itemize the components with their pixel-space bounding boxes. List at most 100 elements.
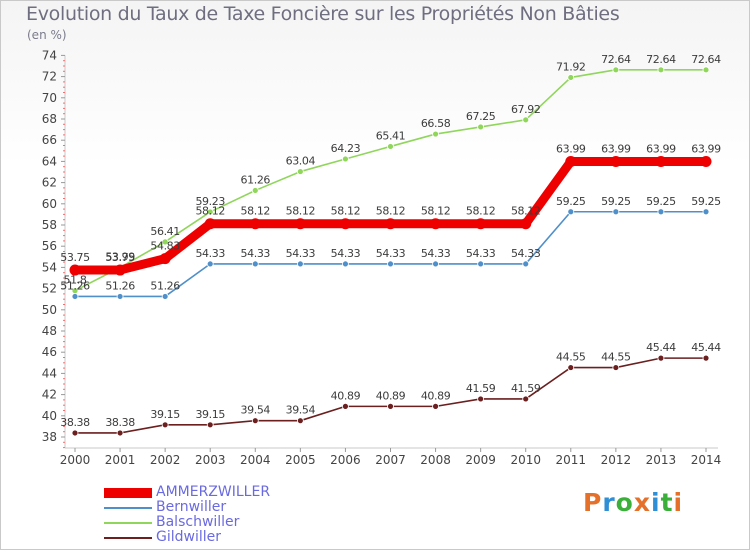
data-point — [700, 156, 712, 168]
data-label: 61.26 — [241, 173, 271, 186]
x-tick-label: 2014 — [691, 453, 722, 467]
legend-label: Gildwiller — [156, 529, 222, 545]
data-label: 59.25 — [691, 195, 721, 208]
x-tick-label: 2005 — [285, 453, 316, 467]
data-label: 44.55 — [556, 351, 586, 364]
y-tick-label: 64 — [42, 154, 57, 168]
x-tick-label: 2003 — [195, 453, 226, 467]
data-label: 54.33 — [511, 247, 541, 260]
data-point — [702, 66, 710, 74]
legend-item: AMMERZWILLER — [104, 484, 324, 500]
data-point — [432, 402, 439, 410]
data-label: 54.33 — [376, 247, 406, 260]
data-label: 71.92 — [556, 60, 586, 73]
data-point — [387, 143, 394, 150]
data-label: 38.38 — [105, 416, 135, 429]
data-point — [161, 293, 169, 300]
data-point — [702, 354, 710, 362]
data-point — [342, 260, 349, 268]
data-label: 54.33 — [286, 247, 316, 260]
data-label: 67.25 — [466, 110, 496, 123]
data-point — [339, 218, 351, 230]
y-tick-label: 50 — [42, 303, 57, 317]
data-label: 45.44 — [691, 341, 721, 354]
data-label: 58.12 — [241, 205, 271, 218]
y-tick-label: 46 — [42, 345, 57, 359]
data-label: 41.59 — [511, 382, 541, 395]
x-tick-label: 2001 — [105, 453, 136, 467]
data-point — [655, 156, 667, 168]
data-point — [432, 260, 439, 268]
y-tick-label: 56 — [42, 239, 57, 253]
data-label: 58.12 — [511, 205, 541, 218]
y-tick-label: 66 — [42, 133, 57, 147]
data-point — [430, 218, 442, 230]
data-point — [159, 253, 171, 265]
y-tick-label: 44 — [42, 366, 57, 380]
x-tick-label: 2000 — [60, 453, 91, 467]
data-point — [387, 402, 394, 410]
data-label: 56.41 — [150, 225, 180, 238]
data-label: 38.38 — [60, 416, 90, 429]
y-tick-label: 60 — [42, 197, 57, 211]
data-label: 63.99 — [646, 143, 676, 156]
y-tick-label: 42 — [42, 388, 57, 402]
data-point — [657, 354, 665, 362]
data-label: 53.75 — [60, 251, 90, 264]
data-point — [567, 208, 575, 216]
data-point — [522, 116, 530, 124]
data-point — [520, 218, 532, 230]
y-tick-label: 70 — [42, 91, 57, 105]
y-tick-label: 72 — [42, 70, 57, 84]
data-label: 59.25 — [556, 195, 586, 208]
data-point — [612, 208, 620, 216]
data-label: 59.25 — [601, 195, 631, 208]
data-label: 39.54 — [241, 404, 271, 417]
data-point — [296, 168, 304, 175]
data-label: 51.26 — [150, 279, 180, 292]
data-point — [657, 66, 665, 74]
data-label: 41.59 — [466, 382, 496, 395]
data-point — [251, 187, 259, 194]
data-label: 51.8 — [64, 274, 87, 287]
x-tick-label: 2012 — [601, 453, 632, 467]
data-point — [567, 364, 575, 371]
legend-label: Bernwiller — [156, 499, 227, 515]
data-label: 63.99 — [556, 143, 586, 156]
legend-label: Balschwiller — [156, 514, 240, 530]
data-label: 40.89 — [331, 389, 361, 402]
data-label: 72.64 — [601, 53, 631, 66]
y-tick-label: 62 — [42, 176, 57, 190]
data-label: 51.26 — [105, 279, 135, 292]
data-point — [657, 208, 665, 216]
proxiti-logo: Proxiti — [583, 488, 684, 517]
data-label: 65.41 — [376, 129, 406, 142]
data-point — [612, 364, 620, 371]
data-label: 53.99 — [105, 251, 135, 264]
legend-swatch — [104, 537, 152, 539]
data-label: 51.26 — [60, 279, 90, 292]
data-label: 63.99 — [601, 143, 631, 156]
data-label: 58.12 — [376, 205, 406, 218]
data-label: 64.23 — [331, 142, 361, 155]
x-tick-label: 2004 — [240, 453, 271, 467]
data-point — [610, 156, 622, 168]
data-point — [567, 74, 575, 81]
data-point — [116, 429, 124, 437]
data-point — [206, 260, 214, 268]
data-label: 45.44 — [646, 341, 676, 354]
data-point — [385, 218, 396, 230]
data-label: 53.75 — [105, 251, 135, 264]
data-label: 54.33 — [331, 247, 361, 260]
data-label: 58.12 — [331, 205, 361, 218]
data-point — [342, 402, 349, 410]
data-label: 58.12 — [421, 205, 451, 218]
data-label: 39.54 — [286, 404, 316, 417]
data-label: 72.64 — [691, 53, 721, 66]
data-point — [432, 130, 439, 138]
x-tick-label: 2007 — [375, 453, 406, 467]
data-point — [251, 260, 259, 268]
data-label: 54.83 — [150, 240, 180, 253]
